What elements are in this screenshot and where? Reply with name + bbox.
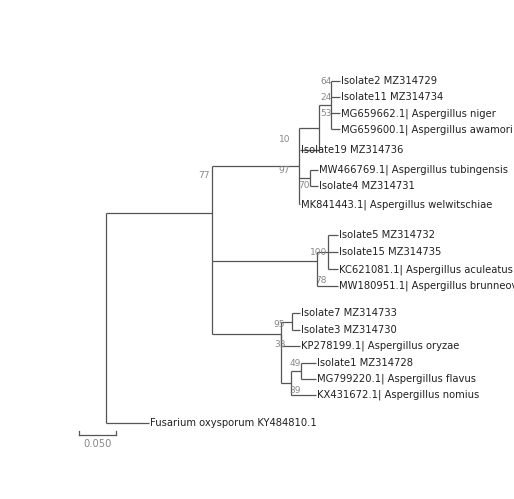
Text: Isolate7 MZ314733: Isolate7 MZ314733 xyxy=(301,308,397,318)
Text: KX431672.1| Aspergillus nomius: KX431672.1| Aspergillus nomius xyxy=(317,390,480,400)
Text: 77: 77 xyxy=(198,171,210,180)
Text: KP278199.1| Aspergillus oryzae: KP278199.1| Aspergillus oryzae xyxy=(301,340,460,351)
Text: 97: 97 xyxy=(279,166,290,175)
Text: MG799220.1| Aspergillus flavus: MG799220.1| Aspergillus flavus xyxy=(317,374,476,384)
Text: 64: 64 xyxy=(321,76,332,85)
Text: Isolate4 MZ314731: Isolate4 MZ314731 xyxy=(319,181,415,191)
Text: MG659662.1| Aspergillus niger: MG659662.1| Aspergillus niger xyxy=(341,108,496,119)
Text: 33: 33 xyxy=(274,340,285,349)
Text: MW466769.1| Aspergillus tubingensis: MW466769.1| Aspergillus tubingensis xyxy=(319,165,508,176)
Text: Isolate5 MZ314732: Isolate5 MZ314732 xyxy=(339,231,435,241)
Text: 49: 49 xyxy=(289,359,301,368)
Text: Isolate2 MZ314729: Isolate2 MZ314729 xyxy=(341,76,437,86)
Text: 70: 70 xyxy=(298,182,309,191)
Text: 53: 53 xyxy=(320,109,332,118)
Text: MW180951.1| Aspergillus brunneoviolaceus: MW180951.1| Aspergillus brunneoviolaceus xyxy=(339,281,514,291)
Text: 10: 10 xyxy=(279,135,290,144)
Text: MG659600.1| Aspergillus awamori: MG659600.1| Aspergillus awamori xyxy=(341,124,513,135)
Text: Isolate19 MZ314736: Isolate19 MZ314736 xyxy=(301,145,403,155)
Text: 24: 24 xyxy=(321,93,332,102)
Text: 78: 78 xyxy=(316,276,327,285)
Text: Fusarium oxysporum KY484810.1: Fusarium oxysporum KY484810.1 xyxy=(150,418,317,428)
Text: MK841443.1| Aspergillus welwitschiae: MK841443.1| Aspergillus welwitschiae xyxy=(301,199,492,210)
Text: Isolate3 MZ314730: Isolate3 MZ314730 xyxy=(301,325,397,335)
Text: 100: 100 xyxy=(310,248,327,257)
Text: 39: 39 xyxy=(289,386,301,395)
Text: 0.050: 0.050 xyxy=(83,440,112,450)
Text: KC621081.1| Aspergillus aculeatus: KC621081.1| Aspergillus aculeatus xyxy=(339,264,513,274)
Text: 95: 95 xyxy=(274,320,285,329)
Text: Isolate15 MZ314735: Isolate15 MZ314735 xyxy=(339,248,442,257)
Text: Isolate1 MZ314728: Isolate1 MZ314728 xyxy=(317,358,413,368)
Text: Isolate11 MZ314734: Isolate11 MZ314734 xyxy=(341,92,444,102)
